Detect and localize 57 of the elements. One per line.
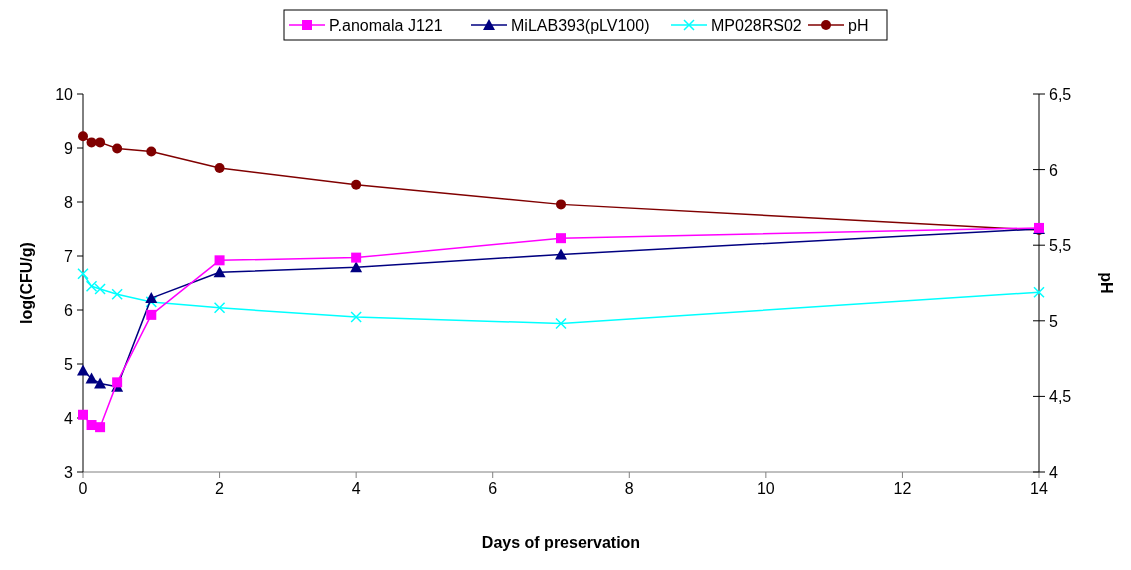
y-tick-label: 6 — [64, 302, 74, 319]
point — [95, 422, 106, 433]
point — [556, 233, 566, 244]
y2-tick-label: 6,5 — [1049, 86, 1072, 103]
x-tick-label: 12 — [893, 480, 912, 497]
y2-tick-label: 5 — [1049, 312, 1058, 330]
point — [350, 311, 362, 323]
x-tick-label: 10 — [756, 480, 775, 497]
y2-axis-title: pH — [1098, 272, 1115, 294]
point — [213, 302, 226, 314]
point — [146, 309, 157, 320]
y-tick-label: 3 — [64, 464, 74, 481]
point — [214, 163, 225, 174]
point — [95, 137, 106, 148]
x-tick-label: 2 — [215, 480, 225, 497]
point — [78, 131, 88, 142]
point — [350, 261, 363, 273]
y2-tick-label: 6 — [1049, 161, 1058, 179]
point — [146, 146, 157, 157]
y-tick-label: 8 — [64, 194, 74, 211]
y-tick-label: 9 — [64, 140, 74, 157]
y2-tick-label: 4,5 — [1049, 388, 1072, 406]
y-tick-label: 4 — [64, 410, 74, 427]
point — [214, 255, 225, 266]
point — [78, 409, 88, 420]
point — [145, 292, 158, 304]
point — [556, 199, 566, 210]
point — [77, 364, 89, 376]
legend-label: pH — [848, 17, 869, 34]
y-tick-label: 5 — [64, 356, 74, 373]
y-tick-label: 10 — [55, 86, 74, 103]
legend-label: MiLAB393(pLV100) — [511, 17, 650, 34]
y2-tick-label: 4 — [1049, 464, 1058, 481]
point — [112, 143, 123, 154]
point — [85, 372, 98, 384]
y2-tick-label: 5,5 — [1049, 237, 1072, 255]
legend-label: P.anomala J121 — [329, 17, 443, 34]
point — [351, 179, 362, 190]
x-axis-title: Days of preservation — [481, 534, 641, 551]
point — [77, 268, 89, 280]
y-axis-title: log(CFU/g) — [18, 242, 35, 324]
point — [111, 288, 123, 301]
point — [213, 266, 226, 278]
point — [555, 248, 567, 260]
point — [145, 296, 158, 308]
x-tick-label: 14 — [1030, 480, 1048, 497]
x-tick-label: 8 — [624, 480, 634, 497]
legend-label: MP028RS02 — [711, 17, 802, 34]
point — [351, 252, 362, 263]
point — [94, 377, 107, 389]
x-tick-label: 6 — [488, 480, 498, 497]
point — [555, 317, 567, 330]
y-tick-label: 7 — [64, 248, 74, 265]
x-tick-label: 0 — [78, 480, 88, 497]
point — [1033, 286, 1045, 298]
point — [112, 377, 123, 388]
x-tick-label: 4 — [351, 480, 361, 497]
